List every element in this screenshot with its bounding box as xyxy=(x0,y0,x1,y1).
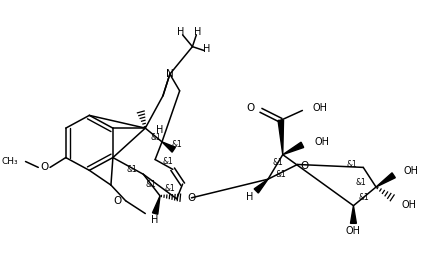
Text: &1: &1 xyxy=(145,180,156,188)
Polygon shape xyxy=(277,120,283,155)
Text: &1: &1 xyxy=(357,193,368,202)
Text: CH₃: CH₃ xyxy=(1,157,18,166)
Text: &1: &1 xyxy=(150,133,160,143)
Polygon shape xyxy=(152,196,160,214)
Text: OH: OH xyxy=(313,137,329,147)
Text: O: O xyxy=(187,193,195,203)
Text: O: O xyxy=(40,162,48,173)
Text: OH: OH xyxy=(402,166,418,176)
Text: &1: &1 xyxy=(172,140,182,149)
Polygon shape xyxy=(282,142,303,155)
Text: &1: &1 xyxy=(355,178,366,187)
Text: H: H xyxy=(193,27,200,37)
Text: OH: OH xyxy=(401,200,415,210)
Polygon shape xyxy=(350,206,356,223)
Polygon shape xyxy=(254,179,267,193)
Text: OH: OH xyxy=(311,103,326,113)
Text: H: H xyxy=(177,27,184,37)
Text: &1: &1 xyxy=(126,165,137,174)
Text: O: O xyxy=(114,196,122,206)
Polygon shape xyxy=(375,173,394,187)
Text: &1: &1 xyxy=(272,158,283,167)
Text: N: N xyxy=(166,69,173,79)
Text: O: O xyxy=(246,103,254,113)
Polygon shape xyxy=(162,142,175,152)
Text: &1: &1 xyxy=(345,160,356,169)
Text: H: H xyxy=(203,43,210,54)
Text: &1: &1 xyxy=(164,184,175,193)
Text: O: O xyxy=(300,161,308,171)
Text: H: H xyxy=(246,192,253,202)
Text: OH: OH xyxy=(345,226,360,236)
Text: &1: &1 xyxy=(275,170,286,179)
Text: H: H xyxy=(151,215,158,225)
Text: H: H xyxy=(156,125,163,135)
Text: &1: &1 xyxy=(163,157,173,166)
